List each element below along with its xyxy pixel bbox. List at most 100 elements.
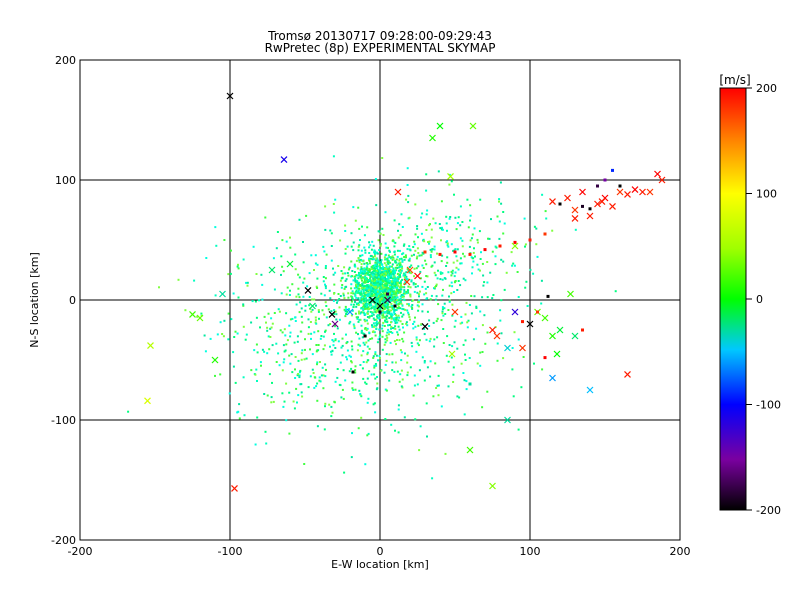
echo-point	[351, 381, 354, 384]
echo-point	[363, 312, 366, 315]
echo-point	[374, 310, 377, 313]
echo-point	[390, 256, 393, 259]
echo-point	[392, 285, 394, 288]
echo-point	[492, 294, 495, 296]
x-marker	[331, 320, 339, 328]
echo-point	[243, 414, 246, 417]
echo-point	[379, 334, 382, 337]
echo-point	[264, 216, 267, 219]
echo-point	[414, 249, 417, 252]
echo-point	[472, 251, 475, 254]
echo-point	[246, 281, 249, 284]
echo-point	[356, 285, 359, 287]
echo-point	[360, 354, 363, 357]
echo-point	[359, 258, 362, 261]
echo-point	[533, 362, 535, 365]
echo-point	[393, 280, 396, 283]
echo-point	[448, 173, 451, 176]
x-marker	[511, 242, 519, 250]
echo-point	[378, 335, 381, 338]
echo-point	[377, 277, 380, 280]
echo-point	[372, 330, 375, 333]
echo-point	[376, 303, 379, 306]
echo-point	[375, 301, 378, 304]
echo-point	[383, 305, 386, 307]
echo-point	[355, 291, 358, 294]
echo-point	[383, 371, 386, 374]
echo-point	[369, 295, 372, 298]
echo-point	[374, 276, 377, 279]
echo-point	[375, 300, 378, 303]
echo-point	[378, 281, 381, 284]
echo-point	[420, 323, 423, 326]
echo-point	[304, 309, 307, 312]
echo-point	[260, 364, 262, 367]
echo-point	[388, 271, 390, 274]
echo-point	[391, 258, 394, 261]
echo-point	[358, 244, 361, 247]
echo-point	[453, 325, 456, 328]
echo-point	[425, 213, 428, 216]
echo-point	[411, 307, 414, 310]
echo-point	[459, 284, 462, 287]
echo-point	[127, 410, 130, 413]
echo-point	[430, 236, 433, 239]
echo-point	[339, 279, 342, 282]
echo-point	[386, 331, 389, 334]
echo-point	[347, 292, 350, 295]
echo-point	[387, 324, 389, 327]
echo-point	[391, 331, 394, 334]
echo-point	[482, 274, 485, 277]
echo-point	[308, 296, 311, 298]
echo-point	[486, 281, 489, 284]
echo-point	[374, 377, 377, 380]
echo-point	[401, 337, 404, 340]
echo-point	[354, 219, 357, 222]
echo-point	[390, 271, 393, 274]
colorbar-tick-label: 200	[756, 82, 777, 95]
echo-point	[465, 301, 468, 304]
echo-point	[222, 335, 225, 338]
echo-point	[402, 294, 405, 297]
echo-point	[400, 284, 402, 287]
echo-point	[232, 292, 235, 295]
echo-point	[383, 343, 386, 346]
echo-point	[362, 260, 365, 263]
echo-point	[234, 381, 237, 384]
echo-point	[396, 279, 399, 282]
echo-point	[384, 316, 387, 319]
echo-point	[364, 320, 367, 323]
echo-point	[281, 369, 284, 372]
echo-point	[458, 396, 461, 399]
x-marker	[429, 134, 436, 142]
echo-point	[394, 259, 397, 262]
echo-point	[391, 255, 394, 258]
echo-point	[434, 298, 437, 301]
echo-point	[390, 325, 393, 328]
echo-point	[510, 251, 513, 254]
echo-point	[477, 268, 480, 271]
echo-point	[358, 292, 361, 295]
echo-point	[394, 308, 396, 311]
echo-point	[403, 416, 406, 419]
echo-point	[419, 425, 422, 428]
echo-point	[369, 338, 372, 340]
echo-point	[373, 324, 376, 327]
echo-point	[383, 325, 386, 327]
echo-point	[255, 368, 258, 371]
echo-point	[441, 228, 444, 231]
echo-point	[377, 261, 380, 264]
echo-point	[421, 303, 424, 306]
echo-point	[374, 250, 377, 253]
echo-point	[399, 295, 402, 298]
echo-point	[535, 227, 538, 230]
echo-point	[371, 267, 374, 270]
echo-point	[440, 260, 443, 263]
echo-point	[256, 351, 259, 354]
echo-point	[391, 314, 394, 316]
colorbar-tick-label: 0	[756, 293, 763, 306]
echo-point	[384, 306, 387, 309]
echo-point	[366, 401, 369, 404]
echo-point	[313, 331, 316, 334]
echo-point	[332, 155, 335, 158]
